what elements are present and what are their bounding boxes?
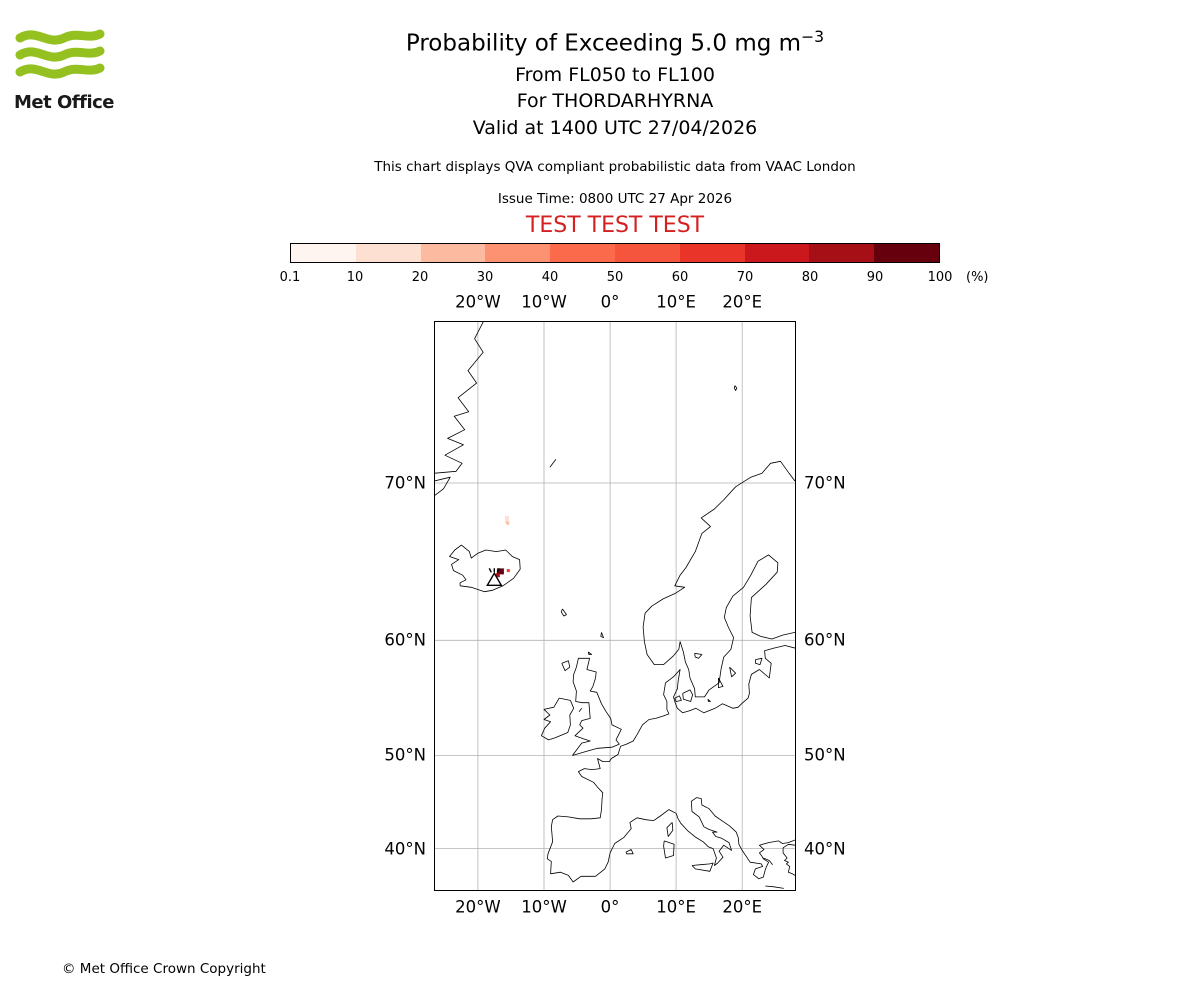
coastline: [561, 660, 571, 672]
coastline: [666, 822, 674, 837]
lat-tick-label-right: 70°N: [804, 473, 846, 493]
colorbar-tick-label: 40: [541, 270, 559, 285]
page-title-main: Probability of Exceeding 5.0 mg m: [405, 30, 802, 57]
colorbar-tick-label: 30: [476, 270, 494, 285]
copyright-text: © Met Office Crown Copyright: [62, 961, 266, 977]
colorbar-segment: [485, 244, 551, 262]
ash-probability-patch: [506, 521, 510, 525]
colorbar-tick-label: 60: [671, 270, 689, 285]
lat-tick-label-left: 70°N: [384, 473, 426, 493]
colorbar-tick-label: 90: [866, 270, 884, 285]
lon-tick-label-bottom: 20°E: [722, 897, 763, 917]
met-office-logo: Met Office: [14, 26, 124, 113]
coastline: [663, 840, 675, 859]
coastline: [694, 652, 703, 659]
met-office-logo-text: Met Office: [14, 92, 115, 113]
lat-tick-label-left: 40°N: [384, 839, 426, 859]
qva-description-text: This chart displays QVA compliant probab…: [374, 159, 856, 175]
coastline: [765, 885, 784, 889]
coastline: [546, 645, 795, 883]
lon-tick-label-top: 10°E: [656, 292, 696, 312]
coastline: [578, 708, 583, 712]
colorbar-segment: [809, 244, 875, 262]
colorbar-segment: [679, 244, 745, 262]
lon-tick-label-top: 0°: [600, 292, 620, 312]
coastline: [435, 322, 484, 474]
coastline: [691, 862, 714, 872]
subtitle-flight-levels: From FL050 to FL100: [515, 64, 715, 86]
lat-tick-label-left: 60°N: [384, 630, 426, 650]
colorbar-segment: [614, 244, 680, 262]
coastline: [600, 632, 604, 639]
issue-time-text: Issue Time: 0800 UTC 27 Apr 2026: [497, 191, 733, 207]
met-office-logo-graphic: [15, 29, 105, 79]
ash-probability-patch: [496, 568, 504, 575]
lon-tick-label-top: 20°W: [455, 292, 501, 312]
subtitle-volcano-name: For THORDARHYRNA: [516, 90, 714, 112]
coastline: [435, 476, 451, 496]
lat-tick-label-right: 60°N: [804, 630, 846, 650]
colorbar-tick-label: 100: [927, 270, 953, 285]
page-title: Probability of Exceeding 5.0 mg m−3: [15, 27, 1200, 57]
test-banner: TEST TEST TEST: [525, 213, 705, 238]
lat-tick-label-right: 50°N: [804, 745, 846, 765]
colorbar-tick-label: 20: [411, 270, 429, 285]
colorbar-unit-label: (%): [966, 270, 989, 285]
colorbar-tick-label: 70: [736, 270, 754, 285]
colorbar-tick-label: 50: [606, 270, 624, 285]
colorbar-tick-label: 0.1: [279, 270, 301, 285]
lon-tick-label-top: 20°E: [722, 292, 763, 312]
coastline: [754, 657, 763, 666]
lat-tick-label-left: 50°N: [384, 745, 426, 765]
colorbar-segment: [420, 244, 486, 262]
colorbar-segment: [291, 244, 356, 262]
coastline: [733, 385, 738, 391]
coastline: [674, 695, 682, 702]
colorbar-tick-label: 80: [801, 270, 819, 285]
colorbar-tick-label: 10: [346, 270, 364, 285]
coastline: [572, 657, 622, 756]
lon-tick-label-bottom: 0°: [600, 897, 620, 917]
coastline: [549, 459, 557, 468]
colorbar-segment: [550, 244, 615, 262]
coastline: [587, 651, 593, 655]
coastline: [560, 608, 567, 617]
coastline: [729, 666, 737, 678]
lon-tick-label-top: 10°W: [521, 292, 567, 312]
coastline: [625, 849, 634, 855]
coastline: [449, 544, 521, 593]
colorbar-segment: [355, 244, 421, 262]
volcano-marker-icon: [486, 567, 503, 586]
ash-probability-patch: [495, 573, 500, 578]
coastline: [782, 843, 795, 876]
coastline: [707, 698, 711, 702]
lon-tick-label-bottom: 10°W: [521, 897, 567, 917]
lon-tick-label-bottom: 20°W: [455, 897, 501, 917]
colorbar-segment: [874, 244, 939, 262]
subtitle-valid-time: Valid at 1400 UTC 27/04/2026: [472, 117, 758, 139]
map-frame: [434, 321, 796, 891]
coastline: [541, 697, 575, 741]
ash-probability-patch: [505, 516, 509, 524]
lon-tick-label-bottom: 10°E: [656, 897, 696, 917]
lat-tick-label-right: 40°N: [804, 839, 846, 859]
coastline: [682, 689, 694, 702]
coastline: [642, 460, 795, 698]
probability-colorbar: [290, 243, 940, 263]
map-canvas: [435, 322, 795, 890]
ash-probability-patch: [506, 569, 510, 573]
coastline: [763, 857, 773, 865]
colorbar-segment: [744, 244, 810, 262]
page-title-exponent: −3: [801, 27, 825, 46]
coastline: [717, 677, 724, 689]
